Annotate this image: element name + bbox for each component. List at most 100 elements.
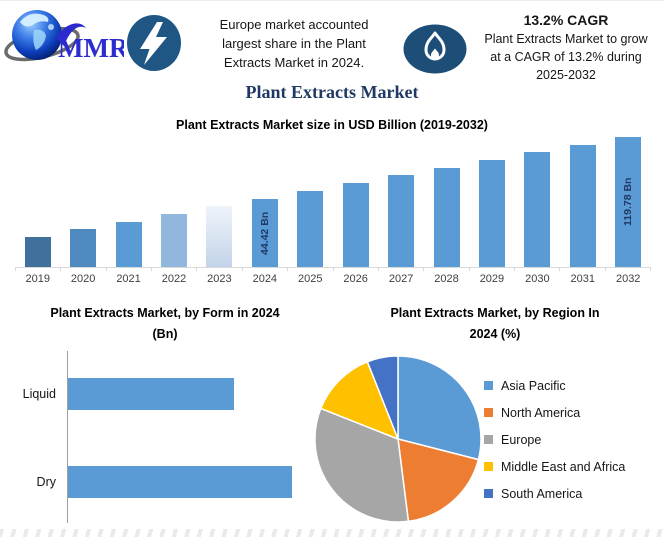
axis-tick — [606, 268, 652, 271]
bar-2025 — [297, 191, 324, 267]
axis-tick — [107, 268, 153, 271]
bar-2027 — [388, 175, 415, 267]
logo-blue-swirl — [56, 23, 86, 46]
form-bar-row-liquid: Liquid — [0, 378, 234, 410]
x-axis-label-2029: 2029 — [479, 273, 505, 285]
legend-item-north-america: North America — [484, 399, 625, 426]
cagr-title: 13.2% CAGR — [523, 12, 609, 28]
bar-column-2032: 119.78 Bn — [605, 137, 650, 267]
legend-swatch — [484, 381, 493, 390]
x-axis-label-2023: 2023 — [207, 273, 232, 285]
bar-column-2031 — [560, 145, 605, 267]
x-axis-label-2019: 2019 — [25, 273, 50, 285]
flame-icon — [403, 24, 467, 74]
legend-swatch — [484, 435, 493, 444]
lightning-bolt-glyph — [140, 22, 167, 65]
axis-tick — [152, 268, 198, 271]
x-axis-label-2027: 2027 — [388, 273, 414, 285]
bar-column-2021 — [106, 222, 151, 267]
mmr-logo: MMR — [4, 4, 129, 68]
legend-item-middle-east-and-africa: Middle East and Africa — [484, 453, 625, 480]
x-axis-label-2026: 2026 — [343, 273, 368, 285]
axis-tick — [424, 268, 470, 271]
axis-tick — [515, 268, 561, 271]
form-bar-row-dry: Dry — [0, 466, 292, 498]
cagr-text: Plant Extracts Market to grow at a CAGR … — [484, 32, 648, 82]
page-title: Plant Extracts Market — [245, 82, 419, 102]
pie-slice-asia-pacific — [397, 355, 482, 461]
pie-slice-south-america — [366, 355, 399, 440]
axis-tick — [15, 268, 62, 271]
flame-drop-glyph — [431, 48, 439, 60]
bar-2030 — [524, 152, 551, 267]
axis-tick — [61, 268, 107, 271]
bar-2023 — [206, 206, 233, 267]
legend-label: Middle East and Africa — [501, 459, 626, 474]
bar-column-2024: 44.42 Bn — [242, 199, 287, 267]
market-size-chart: 44.42 Bn 119.78 Bn 2019 2020 2021 2022 2023 20… — [15, 137, 652, 285]
region-legend: Asia Pacific North America Europe Middle Ea… — [484, 372, 625, 507]
legend-swatch — [484, 462, 493, 471]
market-size-chart-title: Plant Extracts Market size in USD Billio… — [176, 118, 488, 132]
legend-label: North America — [501, 405, 581, 420]
axis-tick — [197, 268, 243, 271]
bar-column-2025 — [288, 191, 333, 267]
bar-column-2027 — [378, 175, 423, 267]
form-category-label: Liquid — [22, 387, 56, 401]
globe-logo: MMR — [4, 10, 129, 63]
logo-text: MMR — [58, 33, 124, 63]
x-axis-label-2022: 2022 — [161, 273, 187, 285]
pie-slice-north-america — [397, 437, 480, 523]
x-axis-label-2028: 2028 — [434, 273, 459, 285]
axis-tick — [560, 268, 606, 271]
axis-tick — [379, 268, 425, 271]
market-size-xlabels: 2019 2020 2021 2022 2023 2024 2025 2026 2027 2028… — [15, 273, 651, 285]
form-chart-title: Plant Extracts Market, by Form in 2024 (… — [50, 306, 280, 341]
legend-item-europe: Europe — [484, 426, 625, 453]
globe-continent-north — [20, 13, 49, 27]
bar-2031 — [569, 145, 596, 267]
legend-swatch — [484, 489, 493, 498]
legend-swatch — [484, 408, 493, 417]
x-axis-label-2020: 2020 — [70, 273, 96, 285]
bar-value-label-2032: 119.78 Bn — [622, 177, 635, 227]
bar-2032: 119.78 Bn — [615, 137, 642, 267]
bar-column-2022 — [151, 214, 196, 267]
bar-column-2026 — [333, 183, 378, 267]
x-axis-label-2030: 2030 — [525, 273, 550, 285]
bar-column-2028 — [424, 168, 469, 267]
form-category-label: Dry — [36, 475, 56, 489]
pie-slice-europe — [314, 407, 410, 523]
bar-2022 — [160, 214, 187, 267]
bar-2021 — [115, 222, 142, 267]
market-size-axis-ticks — [15, 268, 652, 271]
x-axis-label-2021: 2021 — [116, 273, 141, 285]
bar-2026 — [342, 183, 369, 267]
lightning-icon — [126, 14, 182, 72]
bar-2029 — [478, 160, 505, 267]
bar-2020 — [70, 229, 97, 267]
legend-item-asia-pacific: Asia Pacific — [484, 372, 625, 399]
x-axis-label-2032: 2032 — [615, 273, 641, 285]
header-highlight-text: Europe market accounted largest share in… — [219, 17, 369, 70]
cagr-block: 13.2% CAGR Plant Extracts Market to grow… — [468, 12, 664, 84]
form-bar — [68, 466, 292, 498]
x-axis-label-2031: 2031 — [570, 273, 596, 285]
bar-column-2030 — [515, 152, 560, 267]
legend-label: Europe — [501, 432, 542, 447]
form-chart-axis-line — [67, 351, 68, 523]
bar-value-label-2024: 44.42 Bn — [258, 211, 271, 255]
axis-tick — [243, 268, 289, 271]
x-axis-label-2024: 2024 — [252, 273, 278, 285]
legend-label: South America — [501, 486, 583, 501]
region-pie — [314, 355, 482, 523]
legend-item-south-america: South America — [484, 480, 625, 507]
pie-slice-middle-east-and-africa — [319, 360, 400, 441]
globe-continent-south — [33, 29, 46, 50]
axis-tick — [334, 268, 379, 271]
axis-tick — [288, 268, 334, 271]
bar-2019 — [24, 237, 51, 267]
bar-column-2029 — [469, 160, 514, 267]
globe-continent-dot — [48, 24, 54, 30]
